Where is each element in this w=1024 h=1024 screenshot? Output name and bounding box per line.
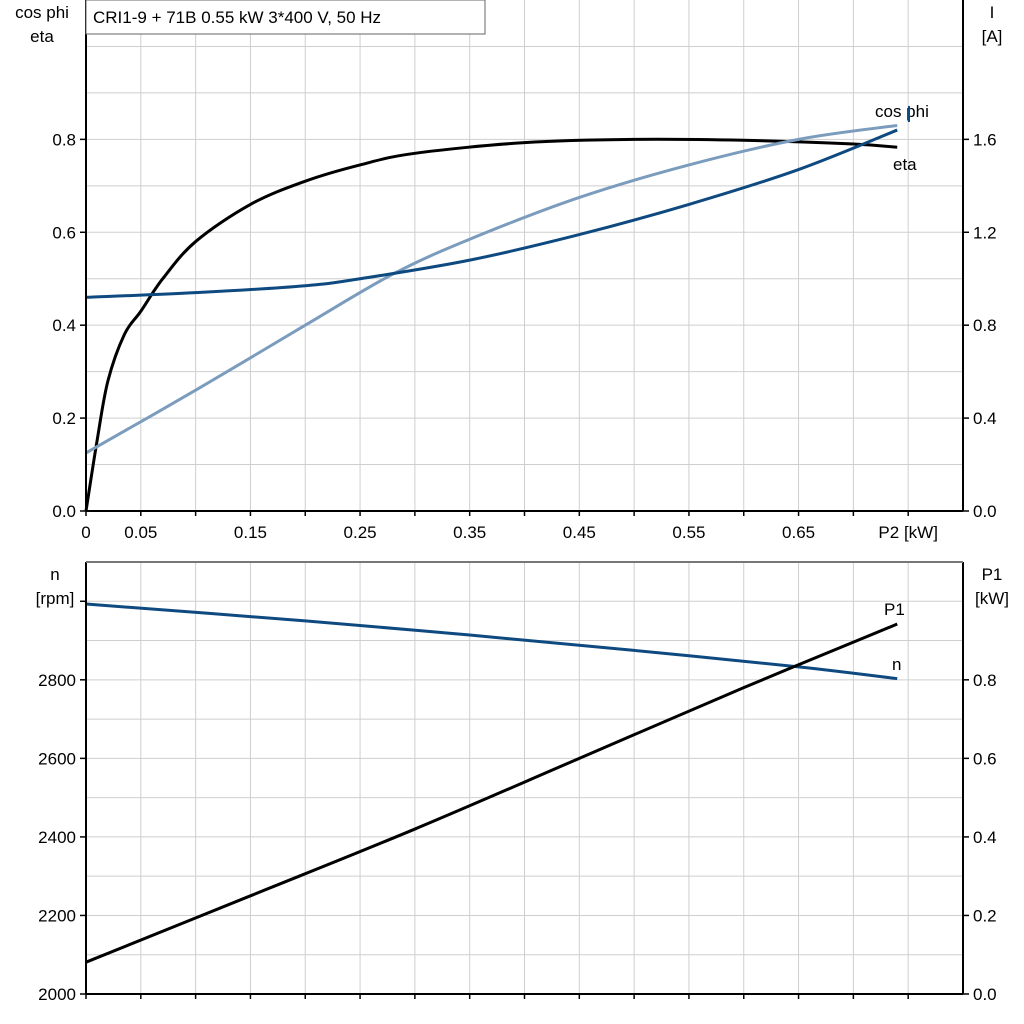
x-tick-label: 0.35 [453,523,486,542]
y-axis-title-right: [kW] [975,589,1009,608]
y-axis-title-right: I [990,3,995,22]
grid-bottom [86,562,963,994]
y-tick-label-right: 0.8 [973,316,997,335]
y-tick-label-left: 2400 [38,828,76,847]
y-tick-label-right: 0.0 [973,502,997,521]
y-tick-label-right: 0.6 [973,749,997,768]
series-label-cos-phi: cos phi [875,102,929,121]
y-tick-label-left: 0.6 [52,223,76,242]
x-tick-label: 0.25 [344,523,377,542]
x-tick-label: 0.65 [782,523,815,542]
y-tick-label-left: 2600 [38,749,76,768]
labels: 0.0 0.2 0.4 0.6 0.8 0.0 0.4 0.8 1.2 1.6 cos phi eta… [15,0,1009,1004]
y-tick-label-left: 0.0 [52,502,76,521]
series-eta-line [84,137,898,512]
y-tick-label-right: 1.2 [973,223,997,242]
series-label-n: n [892,655,901,674]
y-axis-title-right: P1 [982,565,1003,584]
y-tick-label-right: 0.4 [973,828,997,847]
title-box [85,0,486,35]
series-label-P1: P1 [884,600,905,619]
y-tick-label-left: 2000 [38,985,76,1004]
y-tick-label-left: 0.2 [52,409,76,428]
y-tick-label-right: 0.8 [973,671,997,690]
y-axis-title-left: n [50,565,59,584]
y-tick-label-right: 0.0 [973,985,997,1004]
series-I-line [85,128,898,299]
y-tick-label-right: 1.6 [973,130,997,149]
y-tick-label-left: 0.8 [52,130,76,149]
x-tick-label: 0.55 [672,523,705,542]
curves [84,123,898,964]
x-tick-label: 0.05 [124,523,157,542]
y-tick-label-right: 0.2 [973,906,997,925]
x-axis-title: P2 [kW] [878,523,938,542]
series-label-eta: eta [893,155,917,174]
series-P1-line [85,622,898,964]
x-tick-label: 0.45 [563,523,596,542]
x-tick-label: 0 [81,523,90,542]
y-tick-label-left: 0.4 [52,316,76,335]
y-axis-title-left: cos phi [15,3,69,22]
chart-title: CRI1-9 + 71B 0.55 kW 3*400 V, 50 Hz [93,8,381,27]
y-tick-label-left: 2200 [38,906,76,925]
y-tick-label-right: 0.4 [973,409,997,428]
y-tick-label-left: 2800 [38,671,76,690]
series-cos-phi-line [85,123,898,455]
y-axis-title-right: [A] [982,27,1003,46]
y-axis-title-left: [rpm] [36,589,75,608]
grid-top [86,0,963,511]
x-tick-label: 0.15 [234,523,267,542]
axes [80,0,969,999]
y-axis-title-left: eta [30,27,54,46]
series-n-line [85,602,898,681]
